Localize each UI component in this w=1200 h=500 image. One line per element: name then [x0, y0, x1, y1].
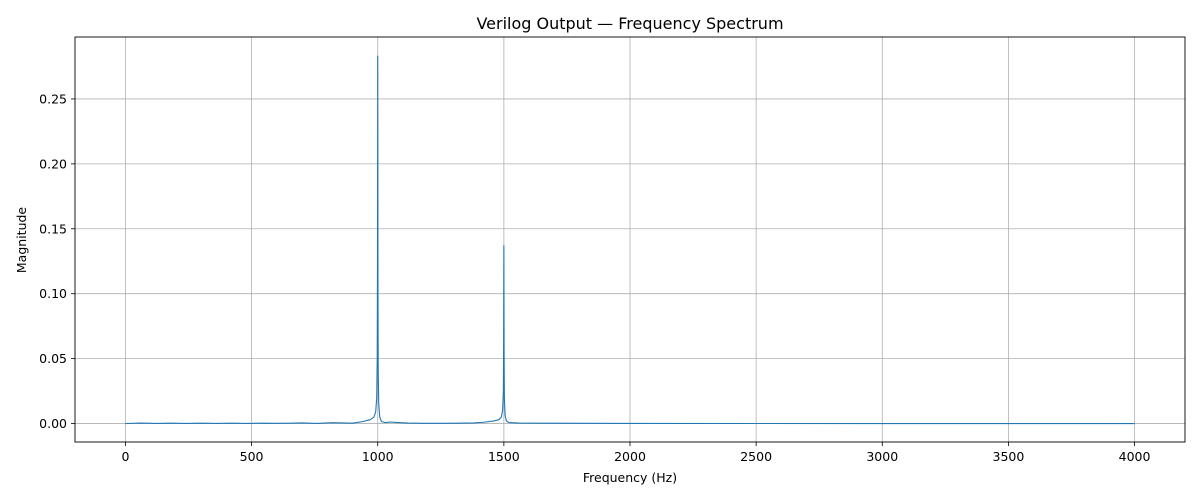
y-axis: 0.00 0.05 0.10 0.15 0.20 0.25	[39, 91, 75, 431]
x-tick-label: 1500	[488, 449, 520, 464]
x-tick-label: 2500	[740, 449, 772, 464]
x-tick-label: 3500	[993, 449, 1025, 464]
x-tick-label: 4000	[1119, 449, 1151, 464]
x-tick-label: 3000	[866, 449, 898, 464]
x-axis: 0 500 1000 1500 2000 2500 3000 3500 4000	[121, 442, 1150, 464]
x-tick-label: 2000	[614, 449, 646, 464]
x-axis-label: Frequency (Hz)	[583, 470, 677, 485]
y-tick-label: 0.10	[39, 286, 67, 301]
data-layer	[125, 55, 1135, 425]
x-tick-label: 0	[121, 449, 129, 464]
spectrum-line	[125, 55, 1135, 425]
y-tick-label: 0.20	[39, 156, 67, 171]
chart-title: Verilog Output — Frequency Spectrum	[476, 14, 783, 33]
y-tick-label: 0.25	[39, 91, 67, 106]
grid-lines	[75, 37, 1185, 442]
y-axis-label: Magnitude	[14, 207, 29, 274]
x-tick-label: 500	[240, 449, 264, 464]
x-tick-label: 1000	[362, 449, 394, 464]
y-tick-label: 0.00	[39, 416, 67, 431]
y-tick-label: 0.05	[39, 351, 67, 366]
y-tick-label: 0.15	[39, 221, 67, 236]
